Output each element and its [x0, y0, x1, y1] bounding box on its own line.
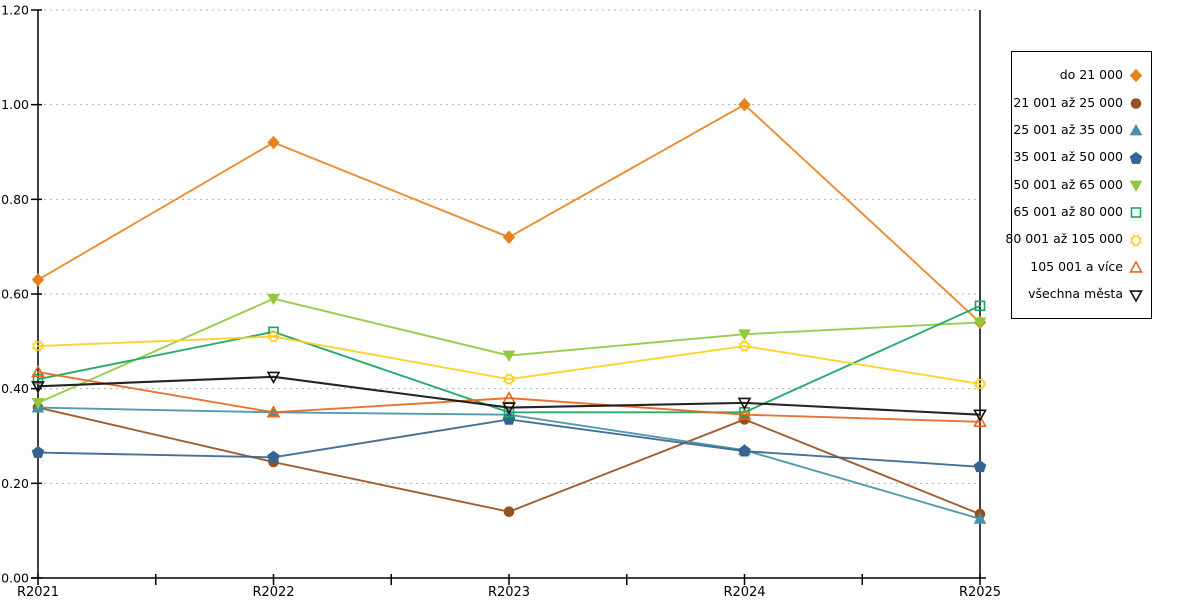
x-tick-label: R2022 [252, 585, 294, 600]
x-tick-label: R2023 [488, 585, 530, 600]
series-4 [31, 293, 987, 410]
chart-legend: do 21 000 21 001 až 25 000 25 001 až 35 … [1005, 51, 1152, 319]
y-tick-label: 0.60 [1, 287, 29, 302]
x-tick-label: R2021 [17, 585, 59, 600]
legend-item: 105 001 a více [1016, 259, 1144, 275]
axes: 0.00 0.20 0.40 0.60 0.80 1.00 1.20 R2021 R2022 R2… [1, 3, 1001, 600]
legend-label: 65 001 až 80 000 [1013, 204, 1123, 220]
series-0 [31, 97, 987, 330]
y-tick-label: 1.00 [1, 97, 29, 112]
legend-label: 35 001 až 50 000 [1013, 149, 1123, 165]
legend-label: 25 001 až 35 000 [1013, 121, 1123, 137]
open-square-marker-icon [1130, 207, 1142, 219]
legend-item: 50 001 až 65 000 [1013, 176, 1144, 193]
legend-item: všechna města [1016, 287, 1144, 303]
open-triangle-down-marker-icon [1129, 289, 1143, 303]
pentagon-marker-icon [1129, 151, 1143, 164]
gridlines [38, 9, 980, 484]
open-triangle-up-marker-icon [1129, 260, 1143, 273]
legend-item: 35 001 až 50 000 [1013, 149, 1144, 166]
legend-label: 50 001 až 65 000 [1013, 176, 1123, 192]
legend-label: do 21 000 [1059, 67, 1123, 83]
y-tick-label: 0.80 [1, 192, 29, 207]
open-circle-marker-icon [1129, 234, 1143, 247]
series-7 [31, 364, 987, 428]
series-8 [31, 371, 987, 422]
x-tick-label: R2025 [959, 585, 1001, 600]
triangle-up-marker-icon [1129, 124, 1143, 136]
legend-item: 25 001 až 35 000 [1013, 121, 1144, 138]
legend-item: 80 001 až 105 000 [1005, 232, 1144, 248]
y-tick-label: 0.40 [1, 381, 29, 396]
legend-item: do 21 000 [1016, 67, 1144, 83]
triangle-down-marker-icon [1129, 180, 1143, 192]
y-tick-label: 0.00 [1, 571, 29, 586]
series-3 [31, 412, 987, 473]
legend-label: 21 001 až 25 000 [1013, 94, 1123, 110]
legend-label: 105 001 a více [1030, 258, 1123, 274]
y-tick-label: 1.20 [1, 3, 29, 18]
circle-marker-icon [1130, 97, 1142, 109]
x-tick-label: R2024 [723, 585, 765, 600]
legend-label: 80 001 až 105 000 [1005, 231, 1123, 247]
legend-item: 21 001 až 25 000 [1013, 94, 1144, 111]
y-tick-label: 0.20 [1, 476, 29, 491]
series-6 [31, 330, 987, 390]
legend-label: všechna města [1028, 286, 1123, 302]
diamond-marker-icon [1129, 69, 1143, 83]
legend-item: 65 001 až 80 000 [1013, 204, 1144, 220]
